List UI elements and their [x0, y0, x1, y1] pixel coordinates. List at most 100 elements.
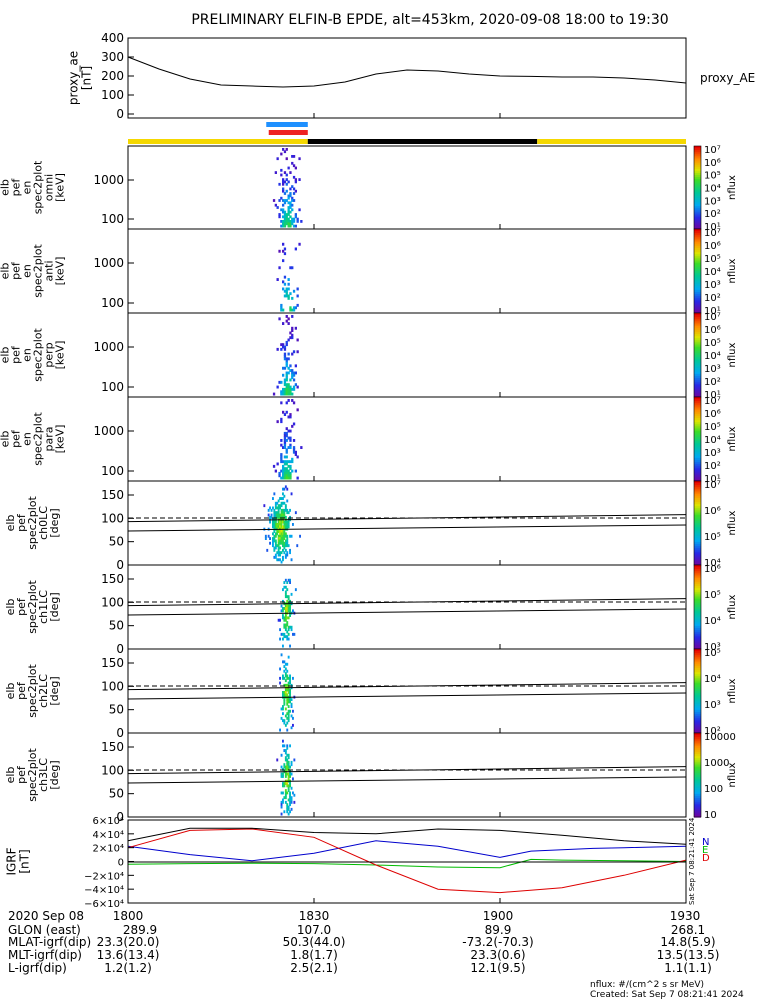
- ylabel-line: anti: [43, 260, 56, 281]
- spectrogram-pixel: [285, 199, 288, 202]
- spectrogram-pixel: [283, 702, 286, 706]
- spectrogram-pixel: [286, 683, 289, 687]
- colorbar-tick-label: 10²: [704, 293, 721, 304]
- spectrogram-pixel: [284, 765, 287, 769]
- colorbar-tick-label: 10³: [704, 700, 721, 711]
- spectrogram-pixel: [285, 340, 288, 344]
- spectrogram-pixel: [291, 185, 294, 188]
- spectrogram-pixel: [283, 607, 286, 610]
- colorbar-cell: [694, 472, 701, 476]
- footer-label-date: 2020 Sep 08: [8, 909, 84, 923]
- colorbar-cell: [694, 741, 701, 745]
- spectrogram-pixel: [283, 446, 287, 449]
- spectrogram-pixel: [296, 303, 299, 307]
- spectrogram-pixel: [289, 614, 291, 617]
- series-line-e: [127, 858, 687, 869]
- colorbar-label-text: nflux: [727, 678, 738, 703]
- spectrogram-pixel: [283, 210, 287, 214]
- spectrogram-pixel: [287, 166, 290, 170]
- colorbar-cell: [694, 678, 701, 682]
- spectrogram-pixel: [276, 532, 279, 536]
- colorbar-cell: [694, 672, 701, 675]
- colorbar-cell: [694, 663, 701, 667]
- colorbar-cell: [694, 317, 701, 320]
- colorbar-cell: [694, 636, 701, 640]
- colorbar-cell: [694, 397, 701, 400]
- colorbar-cell: [694, 611, 701, 614]
- spectrogram-pixel: [279, 546, 281, 550]
- spectrogram-pixel: [289, 467, 292, 471]
- spectrogram-pixel: [289, 171, 292, 174]
- spectrogram-pixel: [282, 588, 284, 592]
- l-value: 12.1(9.5): [470, 961, 525, 975]
- spectrogram-pixel: [280, 515, 283, 519]
- spectrogram-pixel: [279, 537, 281, 540]
- spectrogram-pixel: [282, 189, 285, 193]
- spectrogram-pixel: [286, 693, 289, 697]
- spectrogram-pixel: [284, 604, 287, 608]
- colorbar-cell: [694, 768, 701, 772]
- spectrogram-pixel: [277, 530, 280, 533]
- spectrogram-pixel: [287, 415, 290, 419]
- spectrogram-pixel: [285, 362, 288, 365]
- colorbar-cell: [694, 321, 701, 325]
- spectrogram-pixel: [280, 390, 283, 394]
- colorbar-tick-label: 10³: [704, 364, 721, 375]
- spectrogram-pixel: [283, 744, 286, 748]
- spectrogram-pixel: [273, 530, 276, 533]
- spectrogram-pixel: [296, 220, 299, 223]
- colorbar-cell: [694, 707, 701, 711]
- spectrogram-pixel: [283, 719, 286, 723]
- spectrogram-pixel: [292, 308, 296, 312]
- spectrogram-pixel: [282, 534, 284, 538]
- colorbar-cell: [694, 787, 701, 791]
- spectrogram-pixel: [287, 282, 290, 286]
- colorbar-cell: [694, 315, 701, 318]
- spectrogram-pixel: [283, 665, 286, 668]
- spectrogram-pixel: [280, 196, 283, 200]
- colorbar-cell: [694, 271, 701, 274]
- colorbar-cell: [694, 485, 701, 488]
- spectrogram-pixel: [284, 614, 287, 617]
- colorbar-cell: [694, 613, 701, 616]
- colorbar-cell: [694, 558, 701, 562]
- spectrogram-pixel: [273, 537, 276, 540]
- colorbar-cell: [694, 289, 701, 293]
- ylabel-line: elb: [4, 515, 17, 532]
- spectrogram-pixel: [287, 604, 290, 608]
- colorbar-cell: [694, 378, 701, 381]
- ylabel-line: elb: [0, 179, 12, 196]
- spectrogram-pixel: [285, 462, 288, 466]
- spectrogram-pixel: [287, 469, 290, 473]
- spectrogram-pixel: [285, 474, 288, 478]
- colorbar-cell: [694, 308, 701, 312]
- ylabel-line: pef: [15, 681, 28, 700]
- colorbar-cell: [694, 476, 701, 480]
- colorbar-cell: [694, 183, 701, 187]
- spectrogram-pixel: [279, 618, 281, 622]
- spectrogram-pixel: [289, 810, 291, 814]
- spectrogram-pixel: [282, 322, 285, 325]
- spectrogram-pixel: [286, 753, 289, 757]
- colorbar-cell: [694, 172, 701, 176]
- colorbar-cell: [694, 531, 701, 535]
- colorbar-cell: [694, 680, 701, 684]
- spectrogram-pixel: [289, 607, 291, 610]
- spectrogram-pixel: [280, 303, 283, 307]
- colorbar-tick-label: 10⁴: [704, 267, 721, 278]
- colorbar-cell: [694, 478, 701, 482]
- spectrogram-pixel: [276, 558, 279, 562]
- spectrogram-pixel: [284, 609, 287, 613]
- spectrogram-pixel: [289, 676, 291, 680]
- spectrogram-pixel: [294, 588, 297, 592]
- colorbar-cell: [694, 214, 701, 218]
- spectrogram-pixel: [289, 796, 291, 800]
- ylabel-line: para: [43, 427, 56, 452]
- colorbar-cell: [694, 199, 701, 203]
- spectrogram-pixel: [287, 544, 290, 548]
- spectrogram-pixel: [286, 520, 289, 524]
- ylabel-line: perp: [43, 342, 56, 367]
- colorbar-cell: [694, 229, 701, 232]
